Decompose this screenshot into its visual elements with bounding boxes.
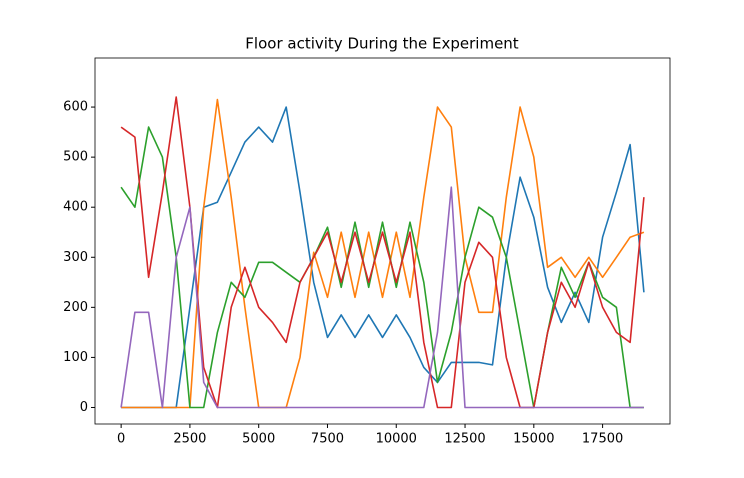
x-tick-label: 7500 (311, 432, 344, 447)
x-tick-label: 15000 (513, 432, 554, 447)
series-line (120, 96, 645, 409)
x-tick-label: 0 (117, 432, 125, 447)
series-line (120, 186, 644, 409)
y-tick-label: 0 (80, 400, 88, 415)
y-tick-label: 200 (63, 300, 88, 315)
series-line (121, 98, 645, 409)
y-tick-label: 600 (63, 100, 88, 115)
x-tick-label: 17500 (582, 432, 623, 447)
x-tick-label: 12500 (444, 432, 485, 447)
y-tick-label: 500 (63, 150, 88, 165)
x-tick-label: 10000 (376, 432, 417, 447)
chart-title: Floor activity During the Experiment (245, 35, 519, 53)
x-tick-label: 2500 (173, 432, 206, 447)
y-tick-label: 100 (63, 350, 88, 365)
y-tick-label: 400 (63, 200, 88, 215)
x-tick-label: 5000 (242, 432, 275, 447)
y-tick-label: 300 (63, 250, 88, 265)
series-line (121, 106, 645, 409)
plot-frame (94, 57, 671, 425)
